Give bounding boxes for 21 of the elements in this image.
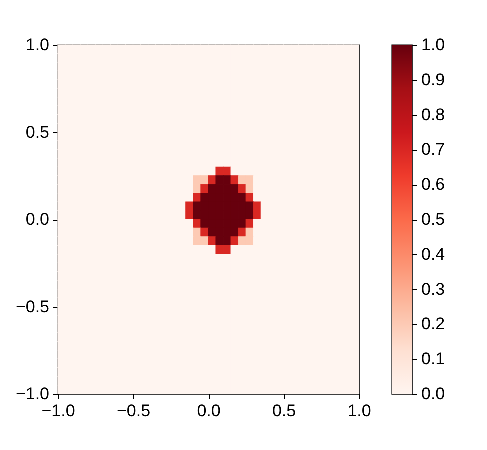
color-bar-label: 0.5 — [422, 210, 446, 229]
color-bar-label: 0.1 — [422, 350, 446, 369]
y-tick-label: −0.5 — [16, 297, 50, 316]
color-bar-label: 0.0 — [422, 384, 446, 404]
color-bar-label: 0.3 — [422, 280, 446, 299]
x-tick-label: 0.5 — [272, 402, 296, 420]
y-tick-label: 0.5 — [26, 122, 50, 142]
color-bar-label: 0.7 — [422, 140, 446, 160]
y-tick-label: 1.0 — [26, 36, 50, 54]
y-tick-label: −1.0 — [16, 384, 50, 404]
y-tick-label: 0.0 — [26, 210, 50, 229]
x-tick-label: −0.5 — [116, 402, 151, 420]
x-tick-label: 1.0 — [348, 402, 372, 420]
color-bar-label: 0.2 — [422, 314, 446, 334]
color-bar-label: 0.6 — [422, 175, 446, 194]
color-bar-label: 0.9 — [422, 70, 446, 90]
x-tick-label: 0.0 — [197, 402, 221, 420]
color-bar-label: 0.4 — [422, 244, 446, 264]
x-tick-label: −1.0 — [42, 402, 76, 420]
color-bar-label: 1.0 — [422, 36, 446, 54]
color-bar-label: 0.8 — [422, 105, 446, 124]
